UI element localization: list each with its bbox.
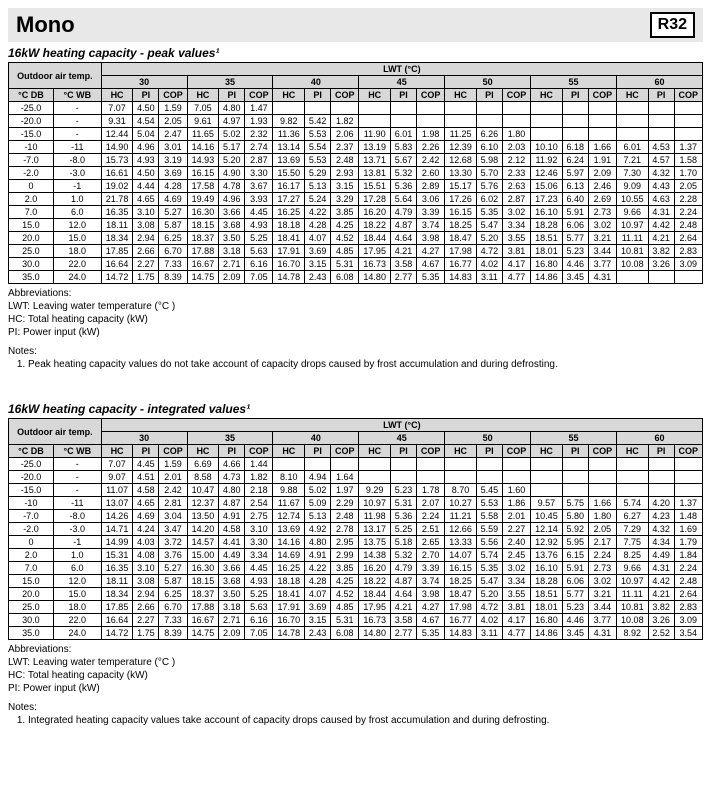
abbr-title: Abbreviations: <box>8 288 703 299</box>
peak-thead: Outdoor air temp.LWT (°C)30354045505560°… <box>9 63 703 102</box>
abbr-hc: HC: Total heating capacity (kW) <box>8 314 703 325</box>
note-peak: Peak heating capacity values do not take… <box>28 359 703 370</box>
abbr-title2: Abbreviations: <box>8 644 703 655</box>
header-bar: Mono R32 <box>8 8 703 42</box>
refrigerant-badge: R32 <box>650 12 695 38</box>
int-thead: Outdoor air temp.LWT (°C)30354045505560°… <box>9 419 703 458</box>
notes-block-2: Notes: Integrated heating capacity value… <box>8 702 703 726</box>
peak-table: Outdoor air temp.LWT (°C)30354045505560°… <box>8 62 703 284</box>
notes-title2: Notes: <box>8 702 703 713</box>
abbr-block-2: Abbreviations: LWT: Leaving water temper… <box>8 644 703 694</box>
abbr-hc2: HC: Total heating capacity (kW) <box>8 670 703 681</box>
subtitle-peak: 16kW heating capacity - peak values¹ <box>8 44 703 62</box>
abbr-lwt2: LWT: Leaving water temperature (°C ) <box>8 657 703 668</box>
abbr-pi2: PI: Power input (kW) <box>8 683 703 694</box>
integrated-table: Outdoor air temp.LWT (°C)30354045505560°… <box>8 418 703 640</box>
abbr-lwt: LWT: Leaving water temperature (°C ) <box>8 301 703 312</box>
notes-title: Notes: <box>8 346 703 357</box>
note-integrated: Integrated heating capacity values take … <box>28 715 703 726</box>
peak-tbody: -25.0-7.074.501.597.054.801.47-20.0-9.31… <box>9 102 703 284</box>
abbr-block-1: Abbreviations: LWT: Leaving water temper… <box>8 288 703 338</box>
abbr-pi: PI: Power input (kW) <box>8 327 703 338</box>
subtitle-integrated: 16kW heating capacity - integrated value… <box>8 400 703 418</box>
int-tbody: -25.0-7.074.451.596.694.661.44-20.0-9.07… <box>9 458 703 640</box>
notes-block-1: Notes: Peak heating capacity values do n… <box>8 346 703 370</box>
page-title: Mono <box>16 12 75 38</box>
